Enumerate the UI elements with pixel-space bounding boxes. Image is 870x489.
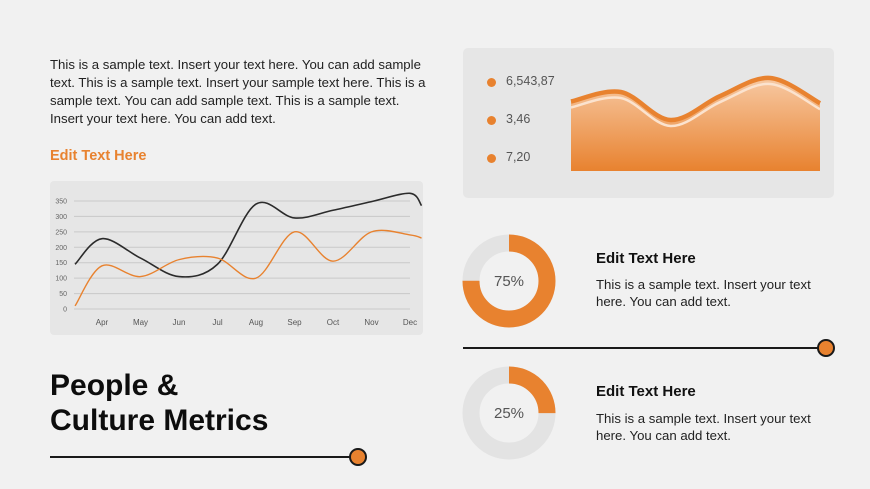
donut-chart-75: 75% [462,234,556,328]
card-title: Edit Text Here [596,383,696,400]
x-tick-label: May [133,318,148,327]
area-chart [570,75,822,171]
x-tick-label: Nov [364,318,378,327]
card-title: Edit Text Here [596,250,696,267]
slide-title-line-1: People & [50,369,179,402]
legend-value: 3,46 [506,112,531,126]
y-tick-label: 350 [55,199,67,206]
legend-dot-icon [487,116,496,125]
title-divider-dot [349,448,367,466]
area-outline [570,75,822,123]
donut-segment [462,366,556,460]
card-divider-line [463,347,819,349]
slide-title-line-2: Culture Metrics [50,404,269,437]
donut-segment [462,234,556,328]
legend-dot-icon [487,154,496,163]
donut-label: 75% [493,272,525,290]
x-tick-label: Apr [96,318,109,327]
donut-chart-svg [462,366,556,460]
series-line [74,192,423,278]
card-body: This is a sample text. Insert your text … [596,411,811,443]
series-line [74,229,422,307]
area-chart-panel [463,48,834,198]
intro-paragraph: This is a sample text. Insert your text … [50,57,426,126]
x-tick-label: Sep [287,318,302,327]
card-divider-dot [817,339,835,357]
legend-value: 6,543,87 [506,74,555,88]
x-tick-label: Jul [212,318,222,327]
y-tick-label: 250 [55,229,67,236]
legend-value: 7,20 [506,150,531,164]
donut-label: 25% [493,404,525,422]
donut-chart-25: 25% [462,366,556,460]
y-tick-label: 100 [55,276,67,283]
legend-dot-icon [487,78,496,87]
y-tick-label: 150 [55,260,67,267]
title-divider-line [50,456,350,458]
x-tick-label: Oct [327,318,340,327]
x-tick-label: Aug [249,318,263,327]
x-tick-label: Dec [403,318,417,327]
slide-title: People & Culture Metrics [50,368,268,438]
area-fill [571,77,820,171]
chart-subheading: Edit Text Here [50,148,147,164]
y-tick-label: 200 [55,245,67,252]
y-tick-label: 0 [63,307,67,314]
line-chart-panel: 0 50 100 150 200 250 300 350 Apr May Jun Jul Aug Sep O… [50,181,423,335]
area-highlight [570,82,821,128]
line-chart: 0 50 100 150 200 250 300 350 Apr May Jun Jul Aug Sep O… [55,192,423,327]
donut-chart-svg [462,234,556,328]
x-tick-label: Jun [173,318,186,327]
y-tick-label: 300 [55,214,67,221]
card-body: This is a sample text. Insert your text … [596,277,811,309]
y-tick-label: 50 [59,291,67,298]
